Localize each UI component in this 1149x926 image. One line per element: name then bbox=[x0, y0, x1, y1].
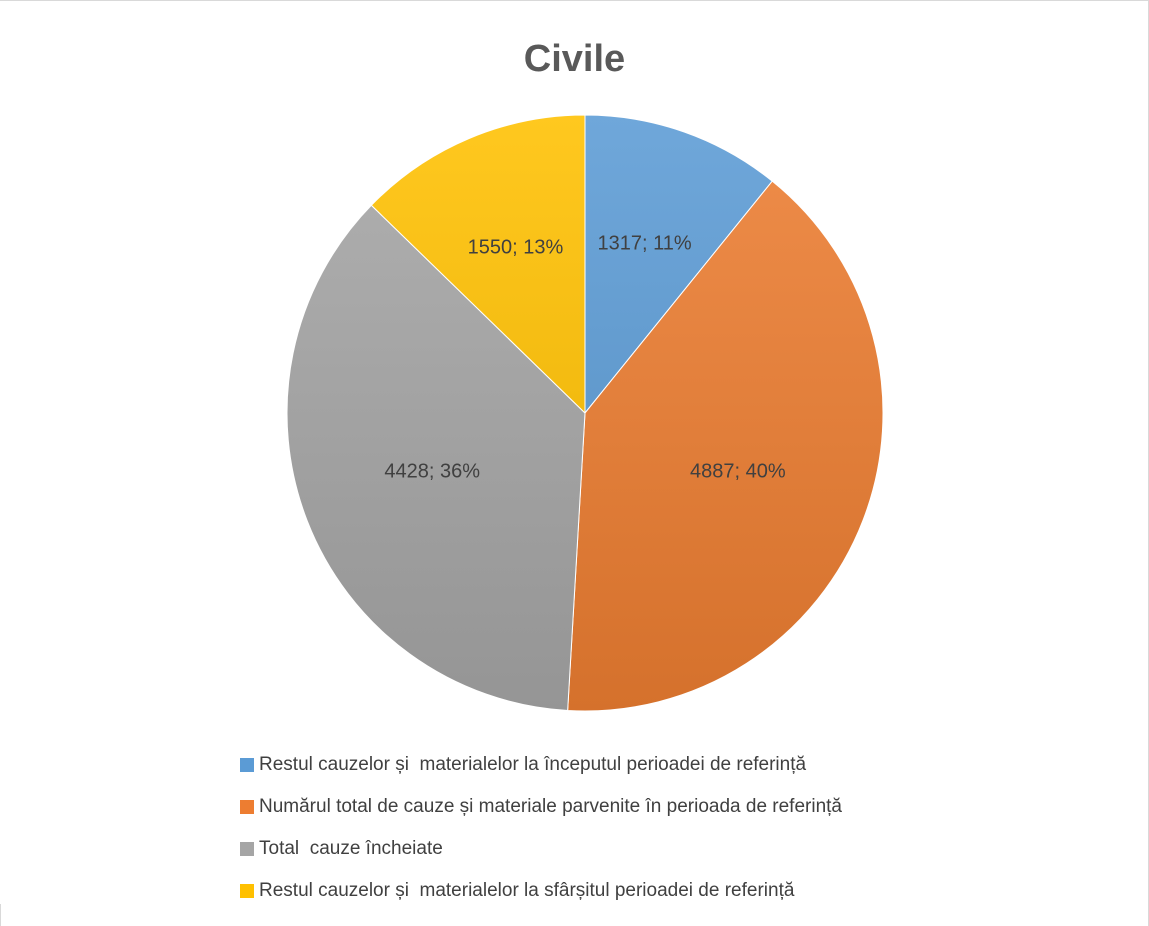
legend-item-received: Numărul total de cauze și materiale parv… bbox=[240, 792, 842, 822]
data-label-received: 4887; 40% bbox=[690, 460, 786, 482]
chart-frame-edge bbox=[0, 904, 1, 926]
pie-labels: 1317; 11% 4887; 40% 4428; 36% 1550; 13% bbox=[384, 233, 786, 483]
legend-swatch bbox=[240, 800, 254, 814]
legend-label: Restul cauzelor și materialelor la încep… bbox=[259, 754, 807, 775]
pie-slice-start-balance bbox=[584, 114, 773, 415]
legend-item-closed: Total cauze încheiate bbox=[240, 834, 842, 864]
data-label-start-balance: 1317; 11% bbox=[597, 233, 691, 255]
legend: Restul cauzelor și materialelor la încep… bbox=[240, 750, 842, 918]
data-label-closed: 4428; 36% bbox=[384, 461, 480, 483]
pie-chart: 1317; 11% 4887; 40% 4428; 36% 1550; 13% bbox=[286, 114, 884, 712]
pie-slice-received bbox=[567, 180, 884, 712]
legend-item-end-balance: Restul cauzelor și materialelor la sfârș… bbox=[240, 876, 842, 906]
legend-swatch bbox=[240, 758, 254, 772]
legend-label: Numărul total de cauze și materiale parv… bbox=[259, 796, 842, 817]
legend-label: Total cauze încheiate bbox=[259, 838, 443, 859]
pie-slice-closed bbox=[286, 204, 586, 712]
data-label-end-balance: 1550; 13% bbox=[468, 237, 564, 259]
legend-swatch bbox=[240, 884, 254, 898]
pie-slices bbox=[286, 114, 884, 712]
legend-swatch bbox=[240, 842, 254, 856]
legend-label: Restul cauzelor și materialelor la sfârș… bbox=[259, 880, 795, 901]
legend-item-start-balance: Restul cauzelor și materialelor la încep… bbox=[240, 750, 842, 780]
chart-title: Civile bbox=[523, 38, 626, 80]
pie-slice-end-balance bbox=[370, 114, 586, 415]
